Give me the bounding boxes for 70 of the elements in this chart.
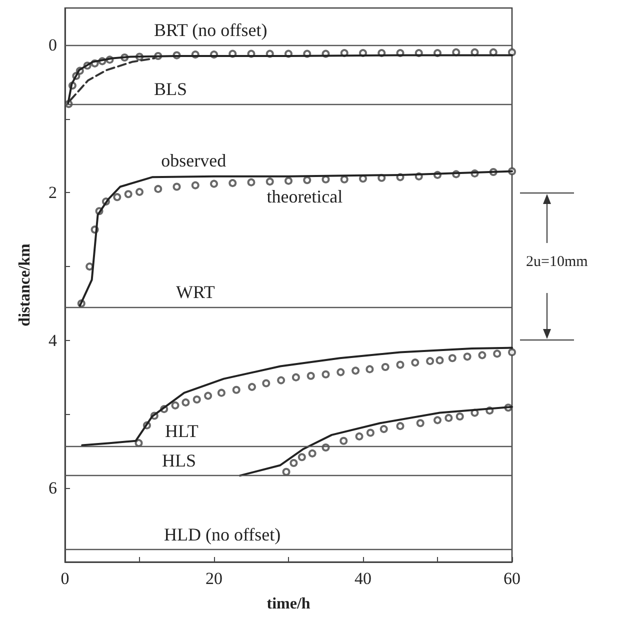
point [290,459,298,468]
point [396,360,404,369]
y-axis-title: distance/km [16,242,34,326]
point [303,176,312,184]
point [508,348,516,356]
point [416,419,424,428]
point [282,468,290,476]
point [308,449,316,458]
point [210,180,218,188]
point [292,373,300,382]
point [113,193,122,202]
x-tick-label: 60 [504,569,520,588]
point [355,432,364,440]
ref-line-label: HLS [162,450,196,471]
x-tick-label: 40 [354,569,372,588]
ref-line-label: BLS [154,79,188,100]
point [493,350,502,358]
point [444,414,453,422]
point [366,428,374,437]
point [298,453,306,462]
point [182,398,190,406]
point [426,357,434,366]
ref-line-label: WRT [176,282,215,302]
point [136,188,144,196]
y-tick-label: 0 [48,35,57,54]
point [284,176,292,185]
point [456,412,464,420]
point [204,392,212,400]
x-tick-label: 20 [206,569,222,588]
point [396,422,404,430]
annotation: theoretical [266,186,343,206]
point [448,354,456,362]
point [228,179,237,188]
point [277,376,286,384]
point [191,181,200,190]
ref-line-label: HLT [165,421,198,442]
point [463,352,472,361]
point [366,365,374,374]
ref-line-label: HLD (no offset) [164,524,281,544]
point [352,366,360,375]
y-tick-label: 2 [48,183,57,202]
point [266,178,274,186]
point [381,362,390,371]
point [171,401,180,410]
y-tick-label: 4 [48,330,58,350]
point [380,425,388,434]
point [322,370,330,378]
text: 2u=10mm [526,254,588,271]
annotation: observed [161,150,226,170]
point [248,382,256,391]
x-axis-title: time/h [266,596,310,612]
point [508,48,516,56]
point [124,190,132,198]
point [172,182,181,191]
point [434,416,442,424]
point [217,388,226,397]
y-tick-label: 6 [48,478,57,498]
x-tick-label: 0 [60,569,70,588]
point [154,184,162,193]
point [478,351,486,360]
point [336,368,345,376]
ref-line-label: BRT (no offset) [154,20,268,40]
point [436,356,444,364]
point [232,386,240,394]
point [340,436,348,445]
point [262,379,270,388]
point [247,178,256,186]
point [192,395,201,404]
point [306,372,315,380]
point [411,358,420,367]
